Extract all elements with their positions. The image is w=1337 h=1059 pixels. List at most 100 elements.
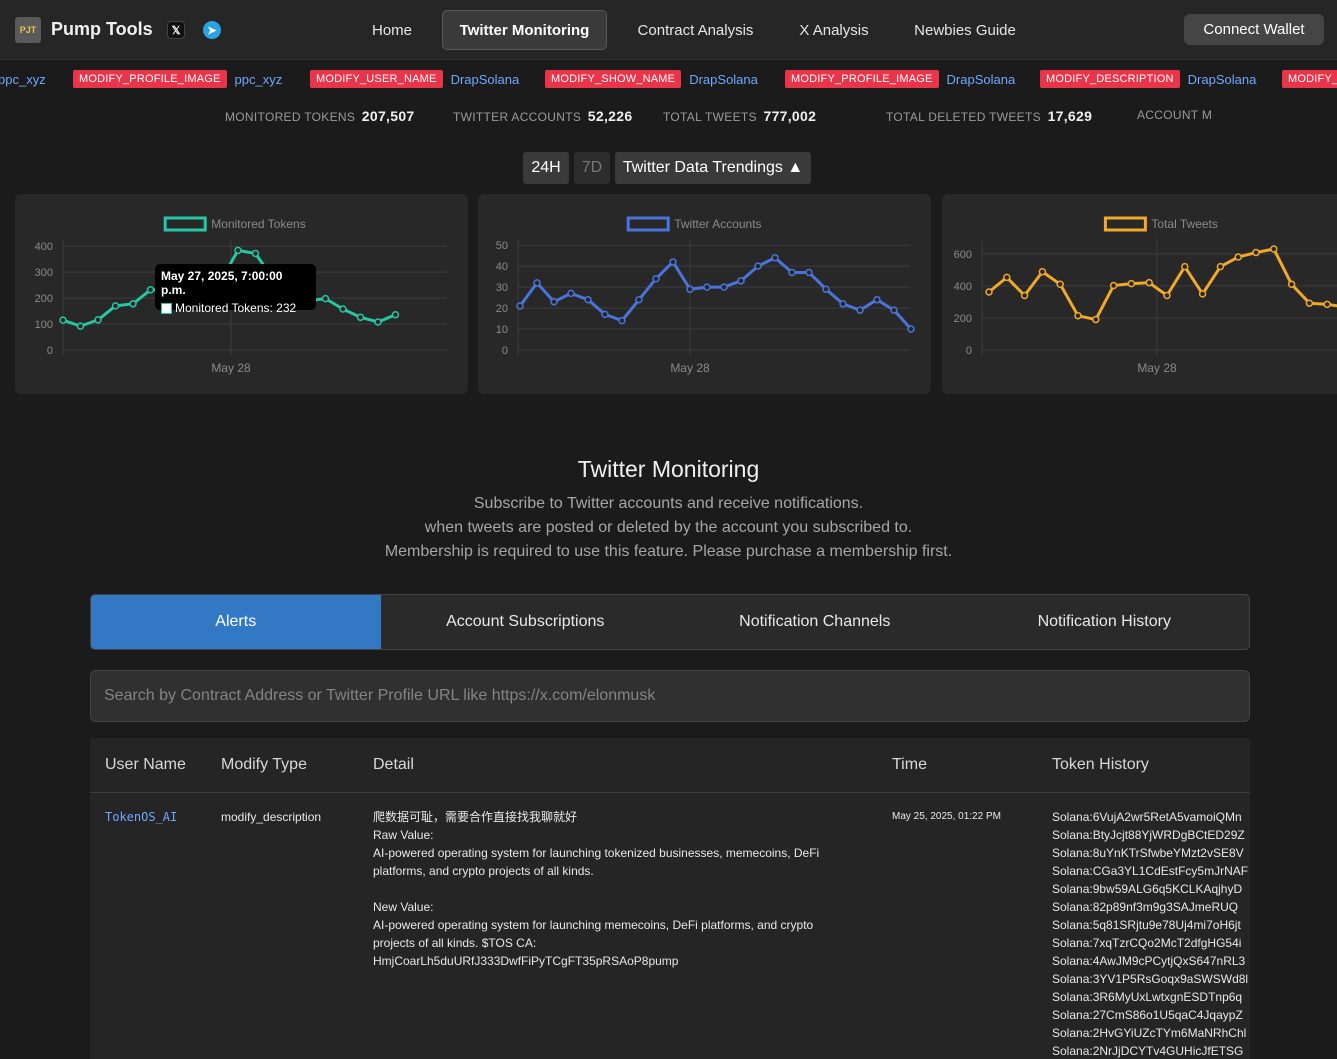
- ticker-user[interactable]: DrapSolana: [450, 71, 520, 87]
- ticker-item[interactable]: MODIFY_PROFILE_IMAGE DrapSolana: [785, 69, 1015, 89]
- tab-account-subscriptions[interactable]: Account Subscriptions: [446, 613, 605, 630]
- data-point: [567, 289, 575, 298]
- token-history-item: Solana:8uYnKTrSfwbeYMzt2vSE8V: [1052, 846, 1244, 860]
- ticker-badge: MODIFY_USER_NAME: [310, 70, 443, 88]
- data-point: [1198, 290, 1207, 298]
- y-tick-label: 100: [35, 319, 53, 331]
- pump-tools-logo[interactable]: PJT: [15, 17, 41, 43]
- stat-total-deleted-tweets: TOTAL DELETED TWEETS 17,629: [886, 108, 1092, 124]
- row-user-link[interactable]: TokenOS_AI: [105, 810, 178, 824]
- series-line: [988, 247, 1337, 322]
- data-point: [805, 268, 813, 277]
- row-time: May 25, 2025, 01:22 PM: [892, 811, 1001, 822]
- data-point: [669, 258, 677, 266]
- ticker-badge: MODIFY_PROFILE_IMAGE: [785, 70, 939, 88]
- y-tick-label: 600: [954, 249, 972, 261]
- stat-label: TOTAL DELETED TWEETS: [886, 110, 1041, 124]
- legend-swatch: [163, 216, 207, 232]
- ticker-user[interactable]: ppc_xyz: [0, 71, 46, 87]
- row-token-history: Solana:6VujA2wr5RetA5vamoiQMn Solana:BtyJ…: [1052, 808, 1250, 1059]
- col-modify-type[interactable]: Modify Type: [221, 756, 307, 773]
- nav-contract-analysis[interactable]: Contract Analysis: [637, 21, 754, 39]
- detail-line: 爬数据可耻，需要合作直接找我聊就好: [373, 810, 578, 824]
- data-point: [856, 306, 864, 314]
- token-history-item: Solana:6VujA2wr5RetA5vamoiQMn: [1052, 810, 1242, 824]
- ticker-item[interactable]: MODIFY_USER_NAME DrapSolana: [310, 69, 519, 89]
- ticker-item[interactable]: ppc_xyz: [0, 69, 46, 89]
- nav-newbies-guide[interactable]: Newbies Guide: [914, 21, 1016, 39]
- ticker-item[interactable]: MODIFY_: [1282, 69, 1337, 89]
- y-tick-label: 200: [35, 293, 53, 305]
- token-history-item: Solana:82p89nf3m9g3SAJmeRUQ: [1052, 900, 1239, 914]
- col-user-name[interactable]: User Name: [105, 756, 186, 773]
- row-modify-type: modify_description: [221, 810, 322, 824]
- series-line: [518, 256, 913, 331]
- stat-value: 17,629: [1047, 108, 1093, 124]
- telegram-icon[interactable]: ➤: [203, 21, 221, 39]
- nav-home[interactable]: Home: [371, 21, 412, 39]
- range-7d-button[interactable]: 7D: [574, 152, 610, 184]
- data-point: [1234, 253, 1242, 261]
- detail-line: projects of all kinds. $TOS CA:: [373, 936, 537, 950]
- y-tick-label: 20: [496, 303, 508, 315]
- data-point: [1056, 280, 1064, 289]
- ticker-item[interactable]: MODIFY_PROFILE_IMAGE ppc_xyz: [73, 69, 282, 89]
- data-point: [635, 295, 643, 304]
- x-tick-label: May 28: [211, 361, 251, 375]
- data-point: [907, 325, 915, 333]
- data-point: [94, 316, 102, 324]
- stat-total-tweets: TOTAL TWEETS 777,002: [663, 108, 816, 124]
- tab-notification-history[interactable]: Notification History: [1037, 613, 1171, 630]
- token-history-item: Solana:3YV1P5RsGoqx9aSWSWd8l: [1052, 972, 1249, 986]
- x-tick-label: May 28: [1137, 361, 1177, 375]
- data-point: [356, 313, 365, 322]
- data-point: [1163, 291, 1171, 300]
- chart-tooltip: May 27, 2025, 7:00:00 p.m. Monitored Tok…: [155, 264, 316, 315]
- section-desc-3: Membership is required to use this featu…: [384, 543, 953, 560]
- legend-label: Total Tweets: [1151, 217, 1217, 231]
- connect-wallet-button[interactable]: Connect Wallet: [1184, 14, 1324, 45]
- y-tick-label: 30: [496, 282, 508, 294]
- detail-line: AI-powered operating system for launchin…: [373, 918, 814, 932]
- data-point: [839, 300, 847, 308]
- col-detail[interactable]: Detail: [373, 756, 414, 773]
- detail-line: platforms, and crypto projects of all ki…: [373, 864, 594, 878]
- brand-name[interactable]: Pump Tools: [51, 19, 153, 39]
- token-history-item: Solana:CGa3YL1CdEstFcy5mJrNAF: [1052, 864, 1249, 878]
- ticker-user[interactable]: DrapSolana: [689, 71, 758, 87]
- ticker-user[interactable]: ppc_xyz: [234, 71, 283, 87]
- stat-label: ACCOUNT M: [1137, 108, 1213, 122]
- col-time[interactable]: Time: [892, 756, 927, 773]
- data-point: [76, 322, 85, 330]
- chart-svg: Monitored Tokens 0 100 200 300 400 May 28: [35, 216, 447, 375]
- range-24h-button[interactable]: 24H: [523, 152, 569, 184]
- tooltip-row: Monitored Tokens: 232: [161, 301, 310, 315]
- data-point: [550, 298, 558, 306]
- data-point: [686, 285, 694, 293]
- ticker-item[interactable]: MODIFY_DESCRIPTION DrapSolana: [1040, 69, 1256, 89]
- y-tick-label: 200: [954, 313, 972, 325]
- data-point: [516, 302, 524, 310]
- nav-twitter-monitoring[interactable]: Twitter Monitoring: [442, 10, 607, 50]
- data-point: [1323, 300, 1331, 309]
- col-token-history[interactable]: Token History: [1052, 756, 1149, 773]
- x-twitter-icon[interactable]: 𝕏: [167, 21, 185, 39]
- trendings-toggle-button[interactable]: Twitter Data Trendings ▲: [615, 152, 811, 184]
- ticker-user[interactable]: DrapSolana: [946, 71, 1016, 87]
- tab-notification-channels[interactable]: Notification Channels: [739, 613, 891, 630]
- search-input[interactable]: [90, 670, 1250, 722]
- tooltip-value: Monitored Tokens: 232: [175, 301, 297, 315]
- y-tick-label: 50: [496, 240, 508, 252]
- chart-svg: Twitter Accounts 0 10 20 30 40 50 May 28: [496, 216, 915, 375]
- alerts-table: User Name Modify Type Detail Time Token …: [90, 738, 1250, 1059]
- y-tick-label: 400: [35, 241, 53, 253]
- data-point: [1270, 245, 1278, 253]
- ticker-user[interactable]: DrapSolana: [1187, 71, 1257, 87]
- tab-alerts[interactable]: Alerts: [91, 595, 381, 649]
- data-point: [1038, 268, 1047, 276]
- nav-x-analysis[interactable]: X Analysis: [799, 21, 869, 39]
- legend-label: Monitored Tokens: [211, 217, 306, 231]
- stat-value: 777,002: [763, 108, 817, 124]
- ticker-item[interactable]: MODIFY_SHOW_NAME DrapSolana: [545, 69, 758, 89]
- detail-line: [373, 880, 853, 898]
